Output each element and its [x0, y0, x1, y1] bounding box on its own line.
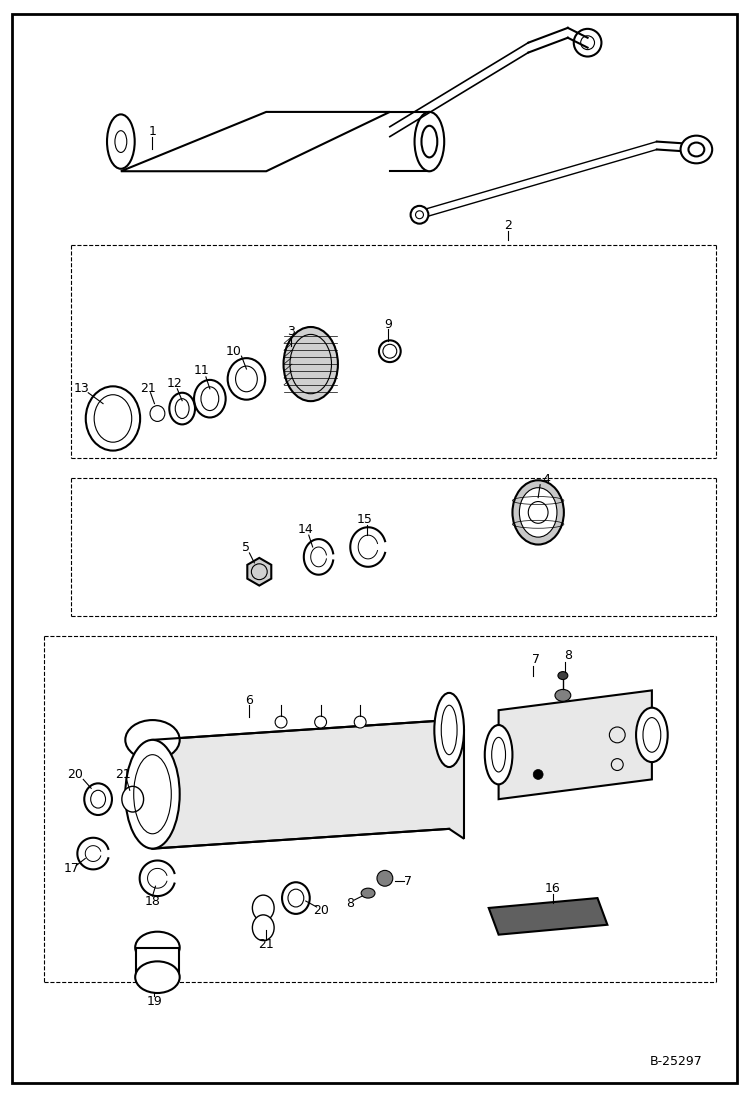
Text: 2: 2 — [505, 219, 512, 233]
Polygon shape — [136, 948, 179, 977]
Text: 21: 21 — [115, 768, 131, 781]
Ellipse shape — [434, 693, 464, 767]
Ellipse shape — [282, 882, 310, 914]
Ellipse shape — [315, 716, 327, 728]
Ellipse shape — [85, 783, 112, 815]
Text: 7: 7 — [533, 653, 540, 666]
Text: 11: 11 — [194, 364, 210, 377]
Polygon shape — [488, 898, 607, 935]
Text: 12: 12 — [166, 377, 182, 391]
Ellipse shape — [361, 889, 375, 898]
Circle shape — [533, 769, 543, 779]
Text: 20: 20 — [67, 768, 83, 781]
Text: 6: 6 — [246, 693, 253, 706]
Polygon shape — [153, 720, 464, 849]
Text: 17: 17 — [64, 862, 79, 875]
Ellipse shape — [636, 708, 667, 762]
Text: 5: 5 — [243, 541, 250, 554]
Ellipse shape — [558, 671, 568, 679]
Ellipse shape — [125, 739, 180, 849]
Ellipse shape — [275, 716, 287, 728]
Ellipse shape — [284, 327, 338, 402]
Text: 1: 1 — [148, 125, 157, 138]
Ellipse shape — [252, 895, 274, 920]
Ellipse shape — [681, 136, 712, 163]
Ellipse shape — [125, 720, 180, 759]
Text: 8: 8 — [564, 649, 571, 663]
Text: 3: 3 — [287, 325, 295, 338]
Ellipse shape — [485, 725, 512, 784]
Text: 7: 7 — [404, 874, 412, 887]
Ellipse shape — [410, 206, 428, 224]
Ellipse shape — [122, 787, 144, 812]
Text: B-25297: B-25297 — [650, 1054, 703, 1067]
Ellipse shape — [135, 961, 180, 993]
Ellipse shape — [414, 112, 444, 171]
Text: 21: 21 — [258, 938, 274, 951]
Text: 19: 19 — [147, 995, 163, 1008]
Text: 15: 15 — [357, 512, 373, 525]
Text: 14: 14 — [298, 522, 314, 535]
Ellipse shape — [512, 480, 564, 544]
Ellipse shape — [354, 716, 366, 728]
Text: 8: 8 — [346, 896, 354, 909]
Text: 9: 9 — [384, 318, 392, 331]
Circle shape — [377, 870, 392, 886]
Text: 21: 21 — [139, 382, 156, 395]
Polygon shape — [247, 558, 271, 586]
Text: 20: 20 — [312, 904, 329, 917]
Ellipse shape — [252, 915, 274, 940]
Ellipse shape — [555, 689, 571, 701]
Text: 4: 4 — [542, 473, 550, 486]
Text: 13: 13 — [73, 382, 89, 395]
Ellipse shape — [135, 931, 180, 963]
Polygon shape — [499, 690, 652, 800]
Text: 16: 16 — [545, 882, 561, 895]
Ellipse shape — [519, 488, 557, 538]
Text: 10: 10 — [225, 344, 241, 358]
Text: 18: 18 — [145, 894, 160, 907]
